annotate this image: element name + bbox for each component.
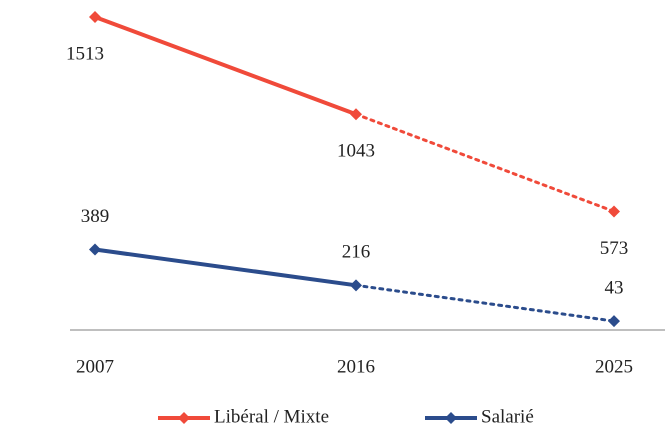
line-segment — [93, 15, 358, 117]
x-tick-label: 2025 — [595, 356, 633, 377]
line-segment — [354, 112, 616, 213]
marker — [608, 205, 620, 218]
legend-marker — [445, 412, 457, 424]
marker — [89, 11, 101, 23]
data-label: 43 — [605, 277, 624, 298]
legend-marker — [178, 412, 190, 424]
data-label: 216 — [342, 242, 371, 263]
marker — [608, 315, 620, 328]
data-label: 573 — [600, 238, 629, 259]
line-segment — [354, 283, 616, 323]
legend-label: Libéral / Mixte — [214, 406, 329, 427]
data-label: 1043 — [337, 141, 375, 162]
x-tick-label: 2016 — [337, 356, 375, 377]
marker — [350, 108, 362, 121]
marker — [89, 243, 101, 256]
data-label: 389 — [81, 206, 110, 227]
marker — [350, 279, 362, 292]
line-segment — [93, 247, 358, 288]
legend-label: Salarié — [481, 406, 534, 427]
x-tick-label: 2007 — [76, 356, 114, 377]
data-label: 1513 — [66, 43, 104, 64]
